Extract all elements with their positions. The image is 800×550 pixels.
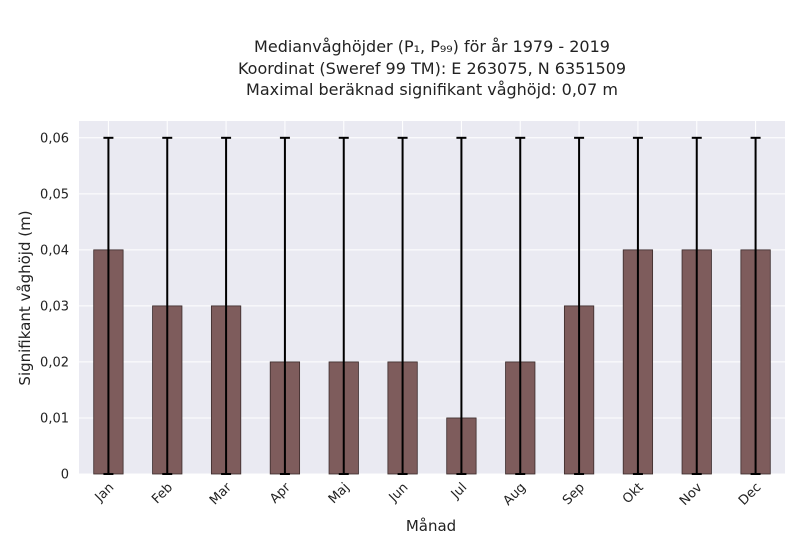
error-bar-feb bbox=[162, 136, 173, 475]
error-bar-nov bbox=[691, 136, 702, 475]
x-tick-label: Sep bbox=[560, 480, 588, 508]
y-tick-label: 0,04 bbox=[40, 243, 69, 258]
plot-area bbox=[79, 121, 785, 474]
error-bar-aug bbox=[515, 136, 526, 475]
x-tick-label: Jun bbox=[386, 480, 412, 506]
y-tick-label: 0,05 bbox=[40, 187, 69, 202]
error-bar-jun bbox=[397, 136, 408, 475]
x-tick-label: Jul bbox=[448, 480, 470, 502]
title-line-2: Koordinat (Sweref 99 TM): E 263075, N 63… bbox=[238, 59, 626, 78]
error-bar-jul bbox=[456, 136, 467, 475]
error-bar-apr bbox=[279, 136, 290, 475]
error-bar-okt bbox=[632, 136, 643, 475]
error-bars bbox=[103, 136, 761, 475]
y-axis-label: Signifikant våghöjd (m) bbox=[16, 210, 34, 385]
y-tick-label: 0 bbox=[61, 468, 69, 483]
y-tick-label: 0,01 bbox=[40, 411, 69, 426]
x-tick-label: Maj bbox=[326, 480, 353, 507]
error-bar-maj bbox=[338, 136, 349, 475]
y-tick-label: 0,03 bbox=[40, 299, 69, 314]
y-tick-labels: 0 0,01 0,02 0,03 0,04 0,05 0,06 bbox=[40, 131, 69, 482]
x-axis-label: Månad bbox=[406, 517, 456, 535]
x-tick-label: Apr bbox=[267, 480, 294, 507]
x-tick-label: Aug bbox=[501, 480, 530, 509]
x-tick-labels: Jan Feb Mar Apr Maj Jun Jul Aug Sep Okt Nov Dec bbox=[92, 480, 765, 509]
x-tick-label: Nov bbox=[677, 480, 706, 509]
error-bar-mar bbox=[221, 136, 232, 475]
x-tick-label: Jan bbox=[92, 480, 117, 505]
x-tick-label: Dec bbox=[736, 480, 764, 508]
y-tick-label: 0,06 bbox=[40, 131, 69, 146]
y-tick-label: 0,02 bbox=[40, 355, 69, 370]
title-line-1: Medianvåghöjder (P₁, P₉₉) för år 1979 - … bbox=[254, 37, 610, 56]
error-bar-dec bbox=[750, 136, 761, 475]
x-tick-label: Okt bbox=[620, 480, 647, 507]
x-tick-label: Feb bbox=[149, 480, 176, 507]
chart-title: Medianvåghöjder (P₁, P₉₉) för år 1979 - … bbox=[238, 37, 626, 99]
error-bar-jan bbox=[103, 136, 114, 475]
title-line-3: Maximal beräknad signifikant våghöjd: 0,… bbox=[246, 80, 618, 99]
error-bar-sep bbox=[574, 136, 585, 475]
x-tick-label: Mar bbox=[207, 480, 235, 508]
